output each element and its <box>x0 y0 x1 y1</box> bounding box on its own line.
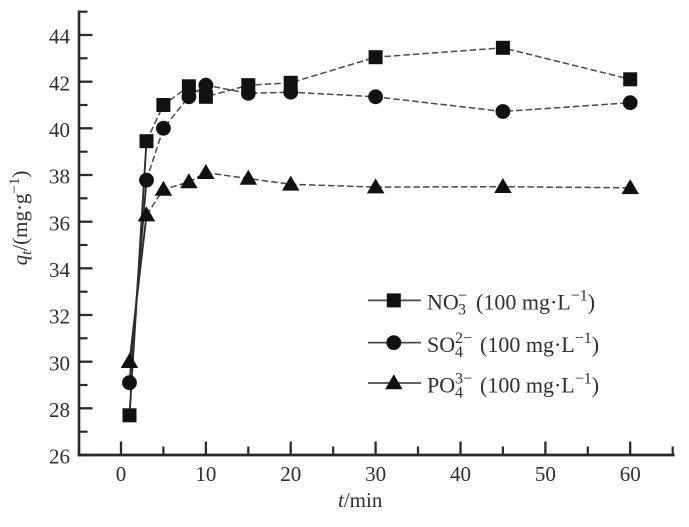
svg-text:20: 20 <box>280 462 301 486</box>
svg-text:44: 44 <box>49 25 71 49</box>
svg-text:50: 50 <box>535 462 556 486</box>
svg-text:3: 3 <box>458 302 466 319</box>
svg-text:32: 32 <box>49 305 70 329</box>
svg-text:0: 0 <box>116 462 127 486</box>
svg-text:40: 40 <box>450 462 471 486</box>
svg-text:−: − <box>458 288 467 305</box>
svg-text:60: 60 <box>620 462 641 486</box>
svg-text:t/min: t/min <box>338 488 383 512</box>
svg-text:30: 30 <box>365 462 386 486</box>
svg-text:SO: SO <box>427 332 455 357</box>
svg-text:26: 26 <box>49 445 70 469</box>
svg-text:30: 30 <box>49 351 70 375</box>
svg-text:3−: 3− <box>455 370 472 387</box>
svg-text:PO: PO <box>427 372 455 397</box>
svg-text:10: 10 <box>195 462 216 486</box>
svg-text:qt/(mg·g−1): qt/(mg·g−1) <box>7 171 35 266</box>
svg-text:NO: NO <box>427 290 459 315</box>
svg-text:4: 4 <box>455 384 463 401</box>
svg-text:40: 40 <box>49 118 70 142</box>
svg-text:42: 42 <box>49 71 70 95</box>
svg-text:36: 36 <box>49 211 70 235</box>
svg-text:2−: 2− <box>455 330 472 347</box>
svg-text:38: 38 <box>49 165 70 189</box>
svg-text:34: 34 <box>49 258 71 282</box>
svg-text:4: 4 <box>455 344 463 361</box>
svg-text:28: 28 <box>49 398 70 422</box>
